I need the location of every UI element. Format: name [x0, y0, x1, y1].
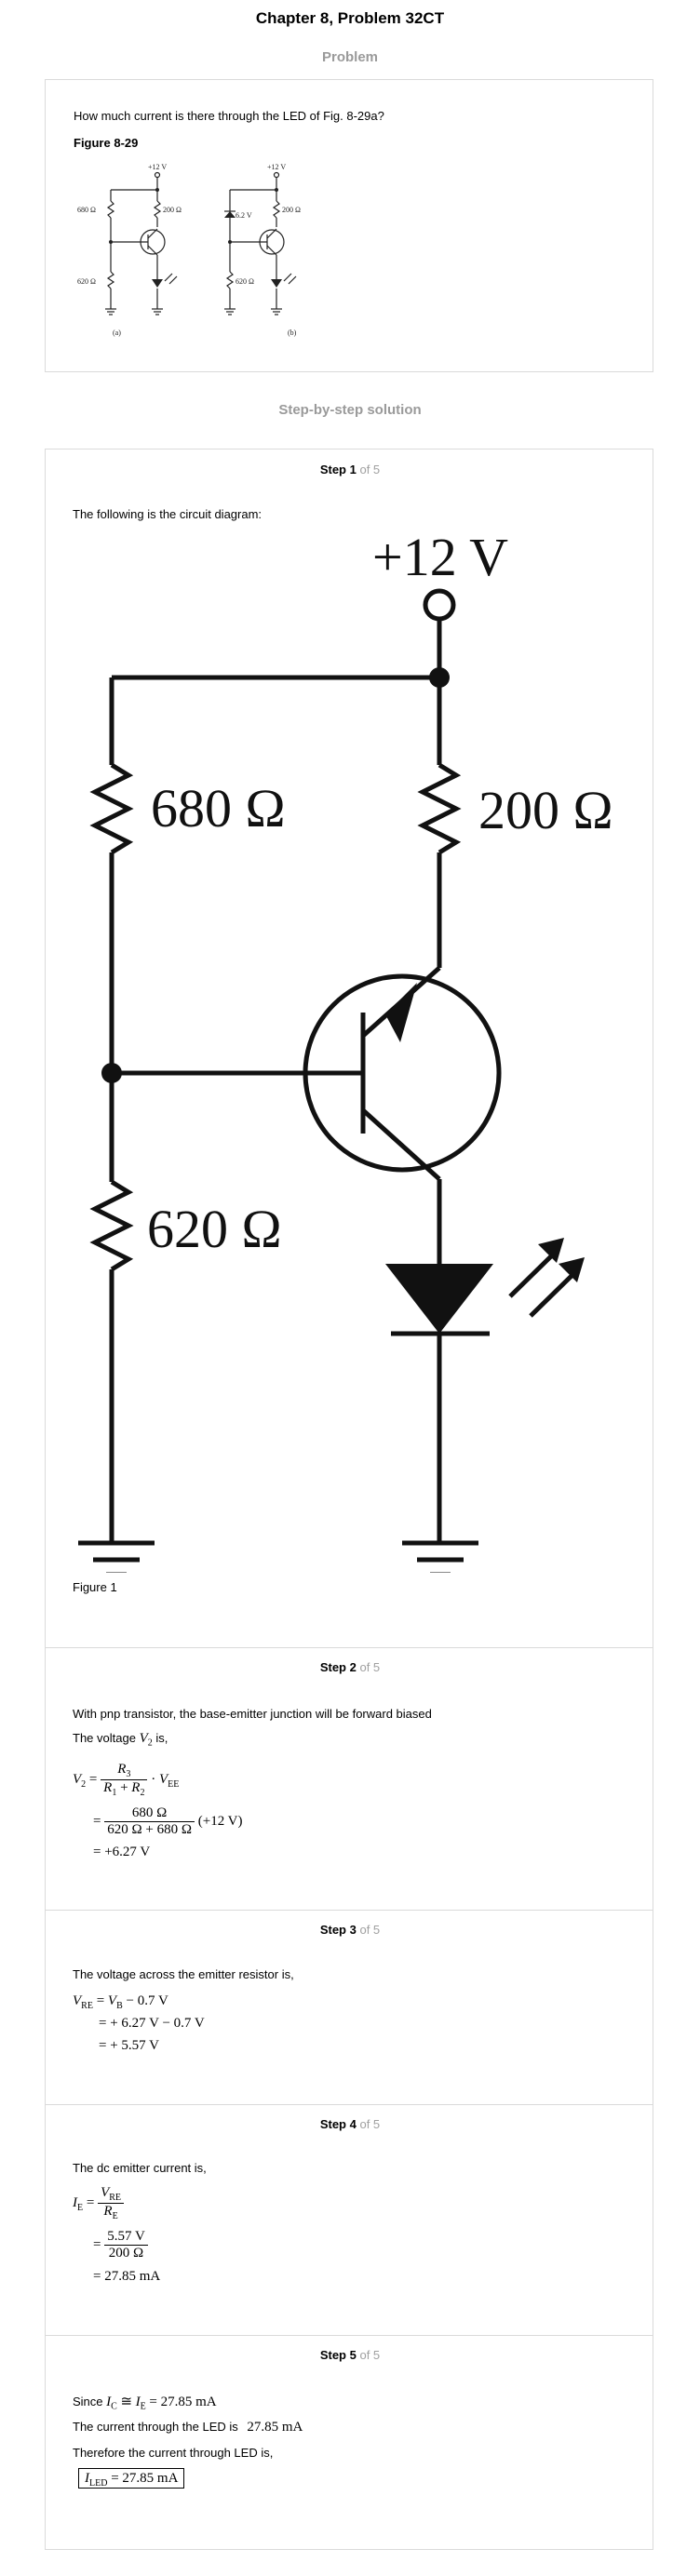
figure-1-caption: Figure 1	[73, 1580, 117, 1594]
step-2-label: Step 2	[319, 1660, 357, 1674]
question-text: How much current is there through the LE…	[74, 109, 384, 123]
step-divider	[45, 1910, 653, 1911]
solution-heading: Step-by-step solution	[278, 402, 422, 418]
step-3-eq-line3: = + 5.57 V	[99, 2038, 159, 2053]
step-2-of: of 5	[359, 1660, 381, 1674]
step-5-header: Step 5 of 5	[0, 2348, 700, 2362]
step-3-eq-line2: = + 6.27 V − 0.7 V	[99, 2016, 205, 2031]
diagram-r1-label: 680 Ω	[151, 778, 286, 839]
circuit-diagram: +12 V 680 Ω 200 Ω 620 Ω	[78, 527, 613, 1573]
fig-b-label: (b)	[288, 329, 297, 337]
solution-card	[45, 449, 653, 2550]
step-5-line2: The current through the LED is 27.85 mA	[73, 2420, 303, 2435]
step-2-eq-line2: = 680 Ω 620 Ω + 680 Ω (+12 V)	[93, 1805, 243, 1837]
step-divider	[45, 1647, 653, 1648]
problem-card: How much current is there through the LE…	[45, 79, 653, 372]
step-4-text: The dc emitter current is,	[73, 2161, 207, 2175]
step-3-text: The voltage across the emitter resistor …	[73, 1967, 294, 1981]
step-5-since-line: Since IC ≅ IE = 27.85 mA	[73, 2395, 217, 2412]
fig-a-r2: 200 Ω	[163, 206, 182, 214]
step-3-header: Step 3 of 5	[0, 1923, 700, 1937]
diagram-r3-label: 620 Ω	[147, 1199, 282, 1259]
step-5-of: of 5	[359, 2348, 381, 2362]
fig-b-zener: 6.2 V	[236, 211, 252, 220]
step-divider	[45, 2335, 653, 2336]
step-4-eq-line3: = 27.85 mA	[93, 2269, 161, 2284]
step-4-eq-line1: IE = VRE RE	[73, 2185, 125, 2221]
step-3-of: of 5	[359, 1923, 381, 1937]
fig-a-r1: 680 Ω	[77, 206, 96, 214]
step-4-label: Step 4	[319, 2117, 357, 2131]
step-divider	[45, 2104, 653, 2105]
final-answer-box: ILED = 27.85 mA	[78, 2468, 185, 2489]
step-2-text2: The voltage V2 is,	[73, 1731, 168, 1749]
fig-a-label: (a)	[113, 329, 121, 337]
step-3-eq-line1: VRE = VB − 0.7 V	[73, 1993, 168, 2011]
figure-title: Figure 8-29	[74, 136, 139, 150]
diagram-supply-label: +12 V	[372, 527, 508, 587]
step-2-text1: With pnp transistor, the base-emitter ju…	[73, 1707, 432, 1721]
step-4-header: Step 4 of 5	[0, 2117, 700, 2131]
step-1-header: Step 1 of 5	[0, 463, 700, 476]
step-2-header: Step 2 of 5	[0, 1660, 700, 1674]
step-2-eq-line3: = +6.27 V	[93, 1845, 151, 1859]
fig-a-supply: +12 V	[148, 163, 167, 171]
step-5-line3: Therefore the current through LED is,	[73, 2446, 274, 2460]
step-3-label: Step 3	[319, 1923, 357, 1937]
step-4-of: of 5	[359, 2117, 381, 2131]
step-1-of: of 5	[359, 463, 381, 476]
step-2-eq-line1: V2 = R3 R1 + R2 · VEE	[73, 1762, 180, 1798]
step-1-label: Step 1	[319, 463, 357, 476]
figure-8-29-image: +12 V 680 Ω 200 Ω 620 Ω (a) +12 V 6.2 V …	[77, 163, 301, 337]
fig-b-r3: 620 Ω	[236, 277, 254, 286]
fig-b-supply: +12 V	[267, 163, 286, 171]
problem-heading: Problem	[321, 49, 378, 65]
fig-a-r3: 620 Ω	[77, 277, 96, 286]
diagram-r2-label: 200 Ω	[478, 780, 613, 840]
fig-b-r2: 200 Ω	[282, 206, 301, 214]
step-1-text: The following is the circuit diagram:	[73, 507, 262, 521]
step-4-eq-line2: = 5.57 V 200 Ω	[93, 2229, 148, 2261]
page-title: Chapter 8, Problem 32CT	[255, 9, 445, 27]
step-5-label: Step 5	[319, 2348, 357, 2362]
